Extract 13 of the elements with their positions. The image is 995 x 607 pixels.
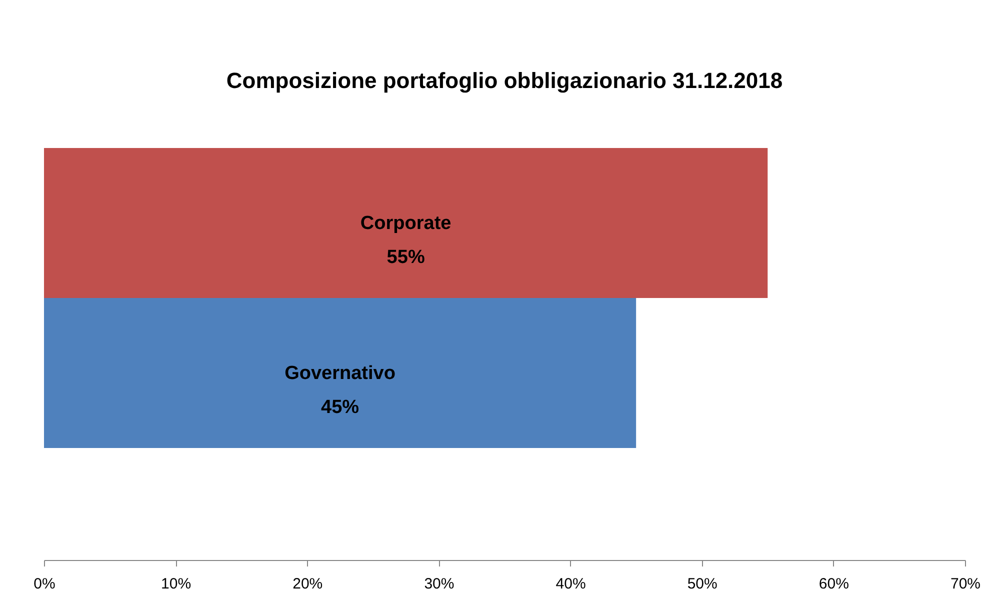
x-tick-label: 50%: [687, 576, 718, 592]
x-tick-label: 10%: [161, 576, 192, 592]
x-tick-label: 40%: [556, 576, 586, 592]
chart-title: Composizione portafoglio obbligazionario 31.12.2018: [226, 68, 783, 93]
data-label: 55%: [386, 247, 425, 268]
y-tick-label: Governativo: [284, 363, 396, 384]
x-tick-label: 20%: [292, 576, 323, 592]
x-tick-label: 30%: [424, 576, 454, 592]
x-tick-label: 70%: [950, 576, 981, 592]
x-tick-label: 60%: [818, 576, 849, 592]
x-tick-label: 0%: [34, 576, 56, 592]
data-label: 45%: [321, 397, 360, 418]
y-tick-label: Corporate: [360, 213, 452, 234]
